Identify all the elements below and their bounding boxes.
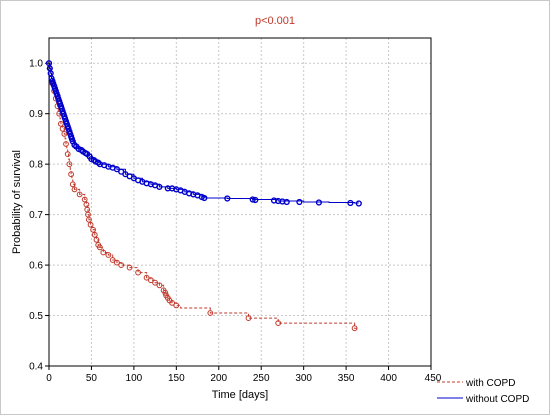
y-tick-label: 0.7 — [29, 210, 43, 221]
data-point-with-copd — [135, 269, 142, 276]
series-line-without-copd — [49, 62, 359, 204]
data-point-without-copd — [296, 198, 303, 206]
data-point-with-copd — [93, 236, 100, 243]
x-tick-label: 300 — [295, 373, 312, 384]
data-point-with-copd — [69, 181, 76, 188]
x-tick-label: 400 — [380, 373, 397, 384]
data-point-with-copd — [152, 279, 159, 286]
x-axis-label: Time [days] — [212, 389, 268, 401]
chart-title: p<0.001 — [255, 15, 295, 27]
x-tick-label: 100 — [126, 373, 143, 384]
data-point-with-copd — [118, 262, 125, 269]
x-tick-label: 350 — [338, 373, 355, 384]
data-point-without-copd — [355, 200, 362, 207]
data-point-without-copd — [249, 196, 256, 203]
data-point-with-copd — [81, 196, 88, 203]
data-point-with-copd — [71, 186, 78, 193]
x-tick-label: 0 — [46, 373, 52, 384]
data-point-without-copd — [283, 198, 290, 206]
data-point-with-copd — [87, 221, 94, 228]
data-point-with-copd — [143, 274, 150, 281]
data-point-with-copd — [66, 161, 73, 168]
y-tick-label: 1.0 — [29, 59, 43, 70]
data-point-with-copd — [90, 226, 96, 233]
data-point-with-copd — [64, 151, 71, 158]
data-point-with-copd — [86, 216, 92, 223]
data-point-with-copd — [63, 141, 69, 147]
y-tick-label: 0.4 — [29, 362, 43, 373]
y-tick-label: 0.6 — [29, 261, 43, 272]
data-point-without-copd — [224, 195, 231, 202]
data-point-with-copd — [275, 320, 282, 327]
data-point-with-copd — [114, 259, 120, 266]
data-point-with-copd — [126, 264, 133, 271]
data-point-with-copd — [109, 257, 116, 263]
data-point-without-copd — [252, 196, 259, 204]
grid — [48, 38, 432, 367]
legend-label-with-copd: with COPD — [465, 378, 515, 389]
data-point-with-copd — [97, 244, 103, 251]
x-tick-label: 50 — [86, 373, 98, 384]
x-tick-label: 450 — [425, 373, 442, 384]
data-point-with-copd — [100, 249, 107, 256]
data-point-without-copd — [347, 199, 354, 207]
data-point-with-copd — [105, 252, 112, 258]
data-point-without-copd — [113, 166, 121, 173]
data-point-with-copd — [207, 310, 214, 316]
y-axis-label: Probability of survival — [11, 150, 23, 254]
series-layer — [45, 60, 362, 332]
y-tick-label: 0.8 — [29, 160, 43, 171]
y-tick-label: 0.5 — [29, 311, 43, 322]
x-tick-label: 200 — [210, 373, 227, 384]
data-point-with-copd — [68, 171, 74, 178]
data-point-with-copd — [162, 289, 169, 296]
axis-ticks: 0 50 100 150 200 250 300 350 400 450 0.4 0.5 0.6 0.7 0… — [29, 59, 442, 384]
data-point-with-copd — [156, 282, 163, 289]
data-point-with-copd — [148, 277, 154, 284]
data-point-with-copd — [351, 325, 358, 332]
data-point-with-copd — [61, 131, 68, 137]
data-point-with-copd — [76, 191, 83, 198]
data-point-with-copd — [245, 315, 252, 322]
data-point-with-copd — [58, 120, 64, 127]
y-tick-label: 0.9 — [29, 109, 43, 120]
x-tick-label: 250 — [253, 373, 270, 384]
x-tick-label: 150 — [168, 373, 185, 384]
data-point-with-copd — [169, 300, 176, 306]
legend: with COPD without COPD — [437, 378, 529, 405]
data-point-without-copd — [201, 194, 208, 202]
data-point-without-copd — [156, 183, 163, 191]
data-point-with-copd — [91, 231, 98, 238]
data-point-with-copd — [59, 125, 66, 132]
data-point-with-copd — [173, 302, 180, 309]
legend-label-without-copd: without COPD — [465, 394, 529, 405]
data-point-without-copd — [315, 199, 323, 206]
plot-area — [48, 37, 432, 367]
